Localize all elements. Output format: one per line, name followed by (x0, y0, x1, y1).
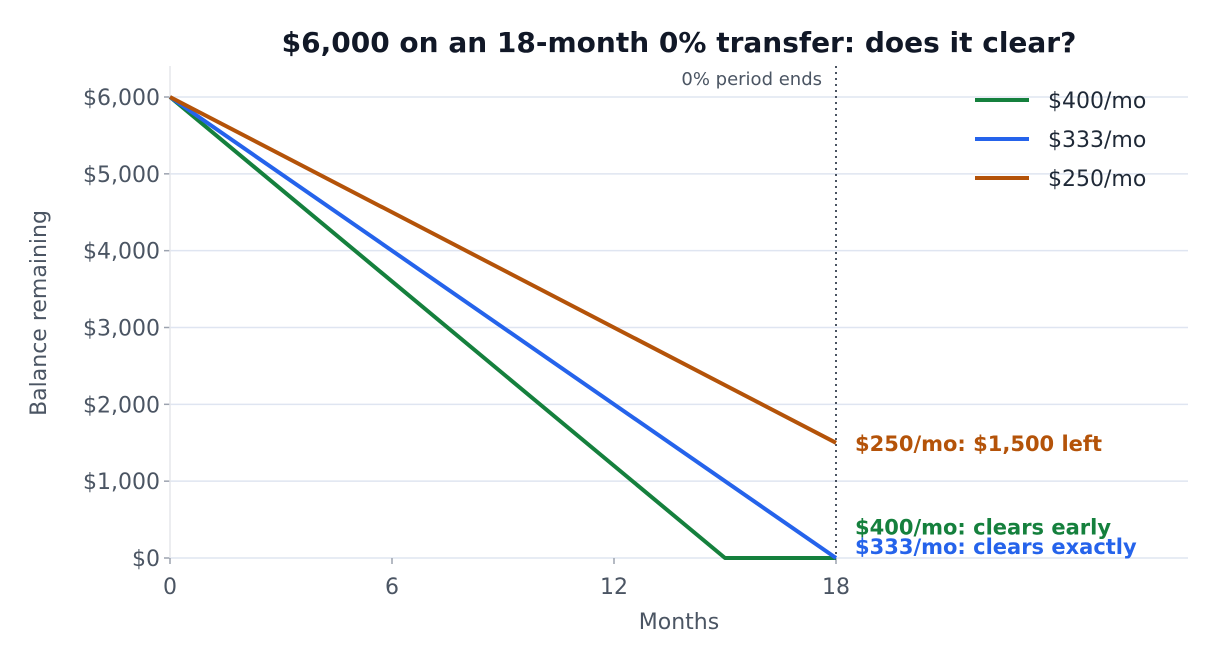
vline-layer: 0% period ends (681, 66, 837, 558)
x-axis-label: Months (639, 610, 719, 635)
y-tick-label: $0 (132, 547, 160, 572)
legend-label: $333/mo (1048, 128, 1146, 153)
gridlines (170, 96, 1188, 559)
legend: $400/mo $333/mo $250/mo (975, 89, 1146, 192)
axes: $0 $1,000 $2,000 $3,000 $4,000 $5,000 $6,000 0 6… (83, 66, 850, 600)
end-label: $333/mo: clears exactly (855, 535, 1137, 559)
y-tick-label: $6,000 (83, 86, 160, 111)
y-tick-label: $4,000 (83, 240, 160, 265)
x-tick-label: 18 (822, 575, 850, 600)
period-end-label: 0% period ends (681, 69, 822, 90)
end-labels: $250/mo: $1,500 left $400/mo: clears earl… (855, 432, 1137, 559)
series-line-3 (169, 95, 837, 445)
series-layer (168, 95, 838, 560)
legend-label: $250/mo (1048, 167, 1146, 192)
y-tick-label: $5,000 (83, 163, 160, 188)
end-label: $400/mo: clears early (855, 516, 1111, 540)
series-line-2 (168, 95, 838, 560)
x-tick-label: 6 (385, 575, 399, 600)
x-tick-label: 12 (600, 575, 628, 600)
y-tick-label: $1,000 (83, 470, 160, 495)
series-line-1 (168, 95, 836, 560)
y-tick-label: $3,000 (83, 317, 160, 342)
chart-title: $6,000 on an 18-month 0% transfer: does … (282, 26, 1077, 59)
end-label: $250/mo: $1,500 left (855, 432, 1102, 456)
legend-label: $400/mo (1048, 89, 1146, 114)
y-axis-label: Balance remaining (27, 210, 52, 416)
x-tick-label: 0 (163, 575, 177, 600)
y-tick-label: $2,000 (83, 393, 160, 418)
